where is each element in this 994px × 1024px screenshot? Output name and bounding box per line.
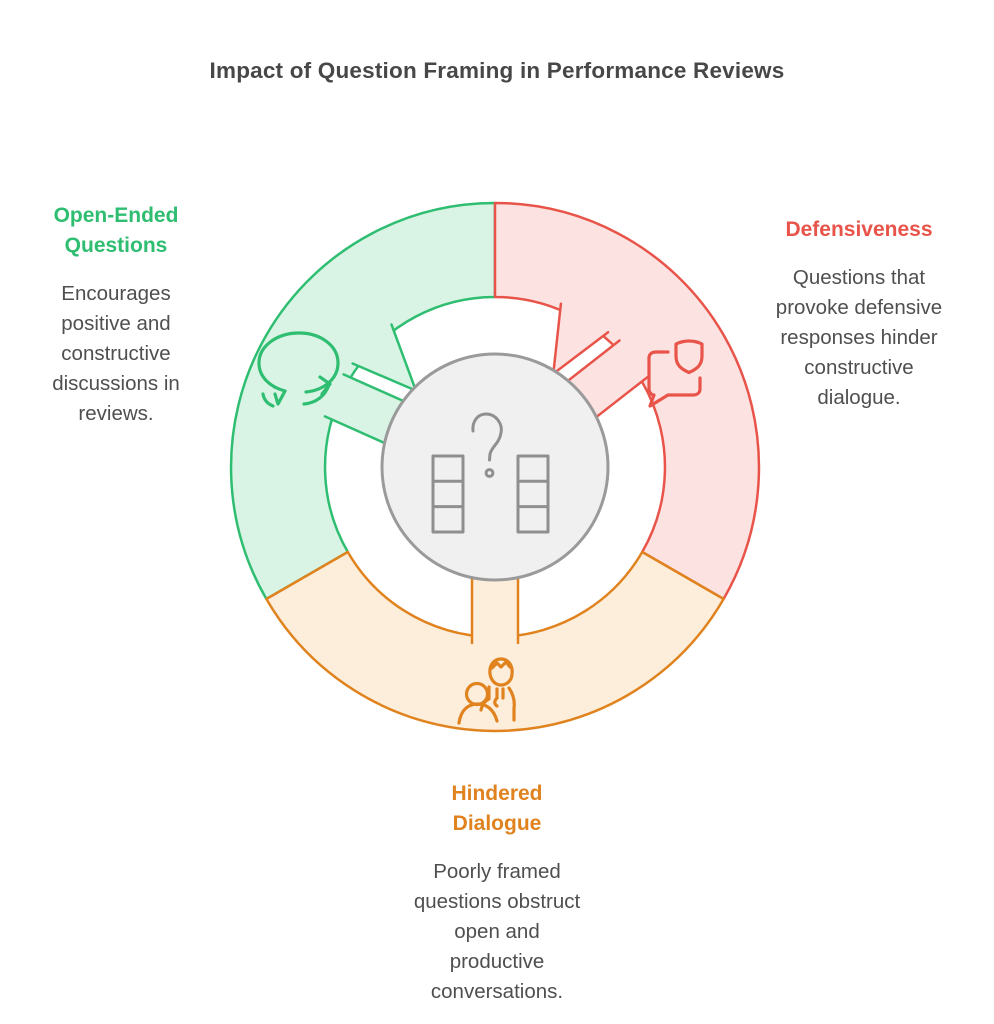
question-mark-comparison-icon xyxy=(431,412,550,534)
segment-label-hindered-dialogue: Hindered Dialogue Poorly framed question… xyxy=(375,761,619,1024)
segment-label-open-ended: Open-Ended Questions Encourages positive… xyxy=(8,183,224,447)
segment-heading-hindered-dialogue: Hindered Dialogue xyxy=(451,782,543,835)
segment-description-defensiveness: Questions that provoke defensive respons… xyxy=(775,266,943,409)
segment-spur-open-ended-questions xyxy=(352,324,416,391)
segment-spur-defensiveness xyxy=(553,303,609,374)
comparison-grids-icon xyxy=(431,454,550,534)
shield-speech-bubble-icon xyxy=(647,339,704,408)
page-title: Impact of Question Framing in Performanc… xyxy=(209,58,785,83)
segment-description-open-ended: Encourages positive and constructive dis… xyxy=(52,282,180,425)
ring-segments xyxy=(229,201,761,733)
segment-open-ended-questions xyxy=(229,201,497,601)
segment-description-hindered-dialogue: Poorly framed questions obstruct open an… xyxy=(413,860,581,1003)
segment-defensiveness xyxy=(493,201,761,601)
question-mark-icon xyxy=(471,412,503,478)
segment-heading-open-ended: Open-Ended Questions xyxy=(53,204,179,257)
thinking-people-icon xyxy=(457,657,516,725)
chat-bubble-arrow-icon xyxy=(257,331,340,408)
segment-tab-hindered-dialogue xyxy=(472,565,518,643)
segment-label-defensiveness: Defensiveness Questions that provoke def… xyxy=(748,197,970,431)
center-hub-circle xyxy=(380,352,610,582)
segment-heading-defensiveness: Defensiveness xyxy=(785,218,933,241)
